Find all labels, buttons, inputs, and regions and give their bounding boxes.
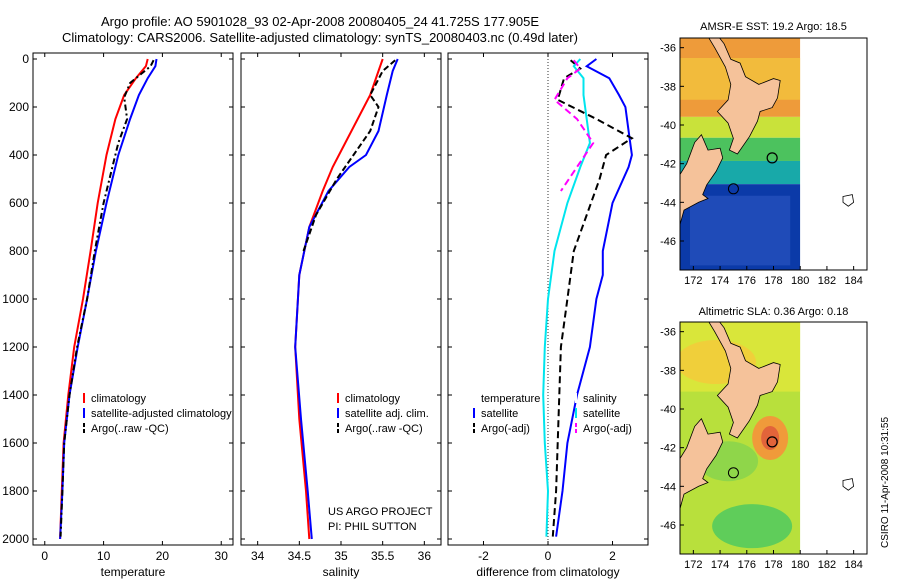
salinity-axes-frame [240, 52, 442, 546]
sla_map-ytick-label: -42 [660, 443, 676, 455]
salinity-legend-label: satellite adj. clim. [345, 408, 429, 420]
depth-tick-label: 1800 [2, 484, 29, 498]
sla_map-xtick-label: 174 [711, 559, 729, 571]
depth-tick-label: 800 [9, 244, 29, 258]
difference-series-salinity-satellite [542, 58, 591, 537]
difference-xtick-label: 2 [609, 549, 616, 563]
sla_map-ytick-label: -46 [660, 520, 676, 532]
temperature-xlabel: temperature [101, 565, 166, 579]
sla_map-ytick-label: -36 [660, 327, 676, 339]
sla_map-xtick-label: 182 [818, 559, 836, 571]
sst_map-reference-marker [727, 183, 739, 195]
depth-tick-label: 400 [9, 148, 29, 162]
sla_map-ytick-label: -38 [660, 365, 676, 377]
salinity-series-climatology [294, 58, 384, 540]
temperature-series-satellite-adjusted-climatology [59, 58, 158, 540]
difference-temp-legend-label: temperature [481, 393, 540, 405]
temperature-series-climatology [59, 58, 149, 540]
difference-sal-legend-label: salinity [583, 393, 617, 405]
depth-tick-label: 200 [9, 100, 29, 114]
difference-temp-legend-label: satellite [481, 408, 518, 420]
temperature-legend-label: Argo(..raw -QC) [91, 423, 169, 435]
temperature-legend-label: climatology [91, 393, 147, 405]
depth-tick-label: 0 [22, 52, 29, 66]
figure-title-line2: Climatology: CARS2006. Satellite-adjuste… [62, 30, 578, 45]
sst_map-ytick-label: -42 [660, 159, 676, 171]
sla_map-field [680, 322, 867, 554]
sst_map-argo-marker [766, 152, 778, 164]
salinity-series-argo-raw-qc- [302, 59, 396, 252]
salinity-xtick-label: 34 [251, 549, 265, 563]
difference-sal-legend-label: satellite [583, 408, 620, 420]
sst_map-xtick-label: 174 [711, 275, 729, 287]
salinity-legend-label: climatology [345, 393, 401, 405]
sla_map-xtick-label: 176 [738, 559, 756, 571]
difference-sal-legend-label: Argo(-adj) [583, 423, 632, 435]
sla_map-xtick-label: 180 [791, 559, 809, 571]
sla_map-ytick-label: -40 [660, 404, 676, 416]
salinity-series-satellite-adj-clim- [294, 58, 399, 540]
project-annotation-line1: US ARGO PROJECT [328, 506, 433, 518]
salinity-xtick-label: 35.5 [371, 549, 395, 563]
difference-series-temperature-argo-adj- [551, 59, 634, 537]
difference-temp-legend-label: Argo(-adj) [481, 423, 530, 435]
sla_map-xtick-label: 172 [684, 559, 702, 571]
sla_map-xtick-label: 178 [764, 559, 782, 571]
sla_map-ytick-label: -44 [660, 481, 676, 493]
sla_map-title: Altimetric SLA: 0.36 Argo: 0.18 [699, 306, 849, 318]
sst_map-ytick-label: -40 [660, 120, 676, 132]
depth-tick-label: 1400 [2, 388, 29, 402]
difference-xtick-label: 0 [545, 549, 552, 563]
sst_map-ytick-label: -46 [660, 236, 676, 248]
sla_map-argo-marker [766, 436, 778, 448]
temperature-legend-label: satellite-adjusted climatology [91, 408, 232, 420]
salinity-xtick-label: 35 [334, 549, 348, 563]
sst_map-title: AMSR-E SST: 19.2 Argo: 18.5 [700, 21, 847, 33]
depth-tick-label: 1000 [2, 292, 29, 306]
temperature-xtick-label: 10 [97, 549, 111, 563]
sst_map-xtick-label: 176 [738, 275, 756, 287]
temperature-xtick-label: 0 [41, 549, 48, 563]
sst_map-ytick-label: -44 [660, 197, 676, 209]
sst_map-xtick-label: 182 [818, 275, 836, 287]
project-annotation-line2: PI: PHIL SUTTON [328, 521, 417, 533]
temperature-xtick-label: 30 [215, 549, 229, 563]
sla_map-reference-marker [727, 467, 739, 479]
sst_map-chatham-island [842, 194, 855, 207]
sst_map-xtick-label: 178 [764, 275, 782, 287]
temperature-series-argo-raw-qc- [59, 59, 155, 537]
difference-series-temperature-satellite [555, 58, 633, 537]
figure-title-line1: Argo profile: AO 5901028_93 02-Apr-2008 … [100, 14, 540, 29]
depth-tick-label: 2000 [2, 532, 29, 546]
sst_map-xtick-label: 172 [684, 275, 702, 287]
salinity-xlabel: salinity [323, 565, 360, 579]
salinity-xtick-label: 34.5 [288, 549, 312, 563]
temperature-xtick-label: 20 [156, 549, 170, 563]
depth-tick-label: 1200 [2, 340, 29, 354]
depth-tick-label: 600 [9, 196, 29, 210]
sst_map-field [680, 38, 867, 270]
sst_map-xtick-label: 184 [844, 275, 862, 287]
salinity-xtick-label: 36 [418, 549, 432, 563]
sla_map-xtick-label: 184 [844, 559, 862, 571]
sst_map-ytick-label: -36 [660, 43, 676, 55]
difference-xtick-label: -2 [478, 549, 489, 563]
sst_map-xtick-label: 180 [791, 275, 809, 287]
sla_map-chatham-island [842, 478, 855, 491]
difference-series-salinity-argo-adj- [553, 59, 595, 192]
salinity-legend-label: Argo(..raw -QC) [345, 423, 423, 435]
sst_map-ytick-label: -38 [660, 81, 676, 93]
difference-xlabel: difference from climatology [476, 565, 619, 579]
depth-tick-label: 1600 [2, 436, 29, 450]
